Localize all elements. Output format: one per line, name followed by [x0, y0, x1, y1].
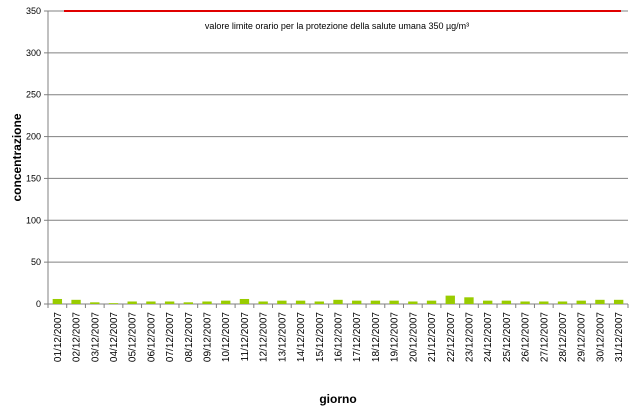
x-tick-label: 28/12/2007: [558, 312, 569, 362]
x-tick-label: 21/12/2007: [427, 312, 438, 362]
bar-31/12/2007: [613, 299, 624, 304]
bar-28/12/2007: [557, 301, 568, 304]
bar-17/12/2007: [352, 300, 362, 304]
bar-18/12/2007: [370, 300, 381, 304]
x-tick-label: 24/12/2007: [483, 312, 494, 362]
bar-02/12/2007: [71, 299, 81, 304]
bars: [52, 295, 624, 304]
y-tick-label: 350: [26, 6, 41, 16]
x-tick-label: 19/12/2007: [390, 312, 401, 362]
bar-26/12/2007: [520, 301, 530, 304]
y-tick-label: 100: [26, 215, 41, 225]
y-tick-label: 50: [31, 257, 41, 267]
bar-24/12/2007: [483, 300, 493, 304]
bar-19/12/2007: [389, 300, 399, 304]
bar-10/12/2007: [221, 300, 231, 304]
bar-05/12/2007: [127, 301, 137, 304]
y-tick-label: 0: [36, 299, 41, 309]
x-tick-label: 06/12/2007: [146, 312, 157, 362]
y-axis-ticks: 0 50 100 150 200 250 300 350: [26, 6, 48, 309]
bar-07/12/2007: [164, 301, 175, 304]
bar-21/12/2007: [426, 300, 437, 304]
x-tick-label: 02/12/2007: [72, 312, 83, 362]
reference-line-group: valore limite orario per la protezione d…: [64, 10, 621, 31]
x-tick-label: 11/12/2007: [240, 312, 251, 362]
x-tick-label: 20/12/2007: [408, 312, 419, 362]
x-tick-label: 25/12/2007: [502, 312, 513, 362]
y-tick-label: 300: [26, 48, 41, 58]
bar-01/12/2007: [52, 298, 63, 304]
bar-29/12/2007: [576, 300, 586, 304]
x-tick-label: 26/12/2007: [521, 312, 532, 362]
bar-27/12/2007: [539, 301, 549, 304]
x-tick-label: 16/12/2007: [334, 312, 345, 362]
x-tick-label: 12/12/2007: [259, 312, 270, 362]
x-tick-label: 07/12/2007: [165, 312, 176, 362]
bar-06/12/2007: [146, 301, 156, 304]
bar-23/12/2007: [464, 297, 474, 304]
bar-04/12/2007: [108, 303, 119, 304]
y-axis-title: concentrazione: [10, 113, 24, 201]
bar-08/12/2007: [183, 302, 193, 304]
x-tick-label: 22/12/2007: [446, 312, 457, 362]
x-tick-label: 09/12/2007: [203, 312, 214, 362]
axes: [47, 11, 628, 305]
x-tick-label: 18/12/2007: [371, 312, 382, 362]
bar-12/12/2007: [258, 301, 268, 304]
bar-16/12/2007: [333, 299, 343, 304]
bar-14/12/2007: [295, 300, 306, 304]
y-tick-label: 250: [26, 90, 41, 100]
x-tick-label: 08/12/2007: [184, 312, 195, 362]
limit-reference-label: valore limite orario per la protezione d…: [205, 21, 469, 31]
x-tick-label: 29/12/2007: [577, 312, 588, 362]
x-tick-label: 31/12/2007: [614, 312, 625, 362]
gridlines: [48, 10, 628, 305]
bar-25/12/2007: [501, 300, 512, 304]
x-tick-label: 17/12/2007: [352, 312, 363, 362]
x-tick-label: 01/12/2007: [53, 312, 64, 362]
x-axis-title: giorno: [319, 392, 356, 406]
x-tick-label: 27/12/2007: [539, 312, 550, 362]
y-tick-label: 200: [26, 132, 41, 142]
bar-15/12/2007: [314, 301, 324, 304]
x-tick-label: 04/12/2007: [109, 312, 120, 362]
x-tick-label: 05/12/2007: [128, 312, 139, 362]
x-axis-ticks: 01/12/2007 02/12/2007 03/12/2007 04/12/2007…: [47, 304, 629, 362]
x-tick-label: 15/12/2007: [315, 312, 326, 362]
y-tick-label: 150: [26, 173, 41, 183]
x-tick-label: 13/12/2007: [277, 312, 288, 362]
bar-30/12/2007: [595, 299, 605, 304]
bar-20/12/2007: [408, 301, 418, 304]
x-tick-label: 23/12/2007: [464, 312, 475, 362]
bar-03/12/2007: [90, 302, 100, 304]
x-tick-label: 10/12/2007: [221, 312, 232, 362]
bar-11/12/2007: [239, 298, 250, 304]
bar-13/12/2007: [277, 300, 287, 304]
bar-22/12/2007: [445, 295, 455, 304]
x-tick-label: 14/12/2007: [296, 312, 307, 362]
bar-09/12/2007: [202, 301, 212, 304]
x-tick-label: 03/12/2007: [90, 312, 101, 362]
x-tick-label: 30/12/2007: [595, 312, 606, 362]
